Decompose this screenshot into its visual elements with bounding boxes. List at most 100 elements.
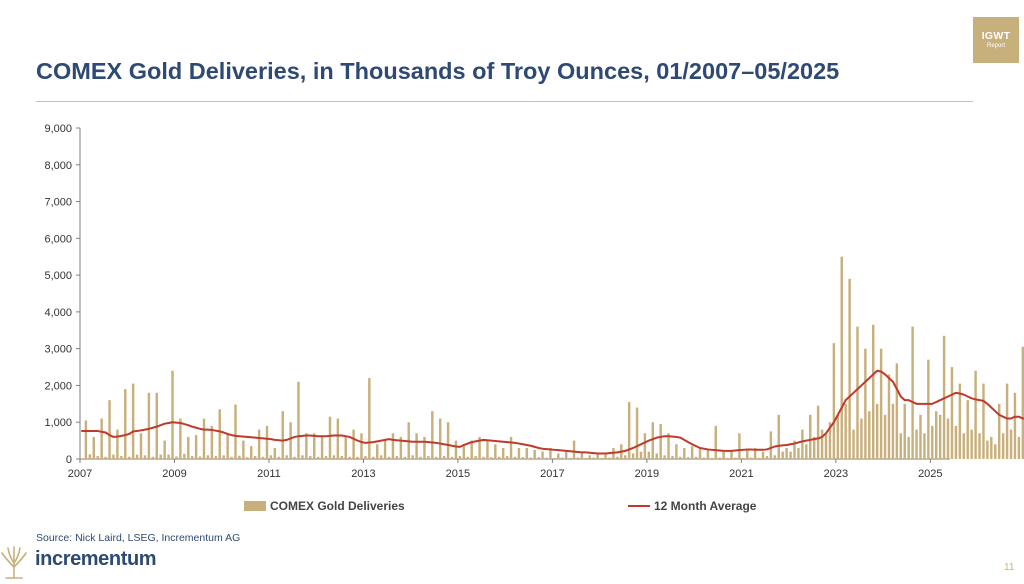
- tree-logo-icon: [1, 546, 27, 579]
- delivery-bar: [190, 456, 194, 459]
- delivery-bar: [253, 456, 257, 459]
- delivery-bar: [438, 418, 442, 459]
- delivery-bar: [435, 456, 438, 459]
- delivery-bar: [486, 440, 489, 459]
- delivery-bar: [324, 456, 328, 459]
- delivery-bar: [206, 455, 210, 459]
- delivery-bar: [159, 454, 162, 459]
- incrementum-logo: incrementum: [0, 545, 160, 579]
- delivery-bar: [694, 456, 698, 459]
- delivery-bar: [230, 456, 233, 459]
- delivery-bar: [541, 451, 544, 459]
- delivery-bar: [458, 456, 462, 459]
- delivery-bar: [730, 451, 733, 459]
- delivery-bar: [887, 374, 891, 459]
- delivery-bar: [387, 456, 391, 459]
- delivery-bar: [356, 456, 359, 459]
- delivery-bar: [246, 457, 249, 459]
- delivery-bar: [643, 433, 647, 459]
- delivery-bar: [938, 414, 942, 459]
- delivery-bar: [250, 446, 253, 459]
- delivery-bar: [399, 436, 403, 459]
- delivery-bar: [812, 436, 816, 459]
- x-axis: 2007 2009 2011 2013 2015 2017 2019 2021 2023 2025: [68, 458, 950, 480]
- x-tick-label: 2015: [446, 468, 470, 480]
- delivery-bar: [328, 416, 332, 459]
- delivery-bar: [183, 453, 186, 459]
- delivery-bar: [84, 420, 88, 459]
- badge-sub-text: Report: [986, 43, 1005, 49]
- delivery-bar: [683, 447, 686, 459]
- average-line: [80, 369, 1024, 455]
- delivery-bar: [757, 457, 761, 459]
- delivery-bar: [100, 418, 103, 459]
- x-tick-label: 2007: [68, 468, 92, 480]
- delivery-bar: [474, 456, 477, 459]
- delivery-bar: [895, 363, 899, 459]
- delivery-bar: [175, 456, 178, 459]
- delivery-bar: [596, 454, 599, 459]
- delivery-bar: [427, 456, 430, 459]
- delivery-bar: [198, 456, 202, 459]
- y-tick-label: 2,000: [44, 380, 72, 392]
- delivery-bar: [954, 425, 958, 459]
- delivery-bar: [112, 454, 115, 459]
- delivery-bar: [679, 456, 682, 459]
- delivery-bar: [549, 447, 552, 459]
- x-tick-label: 2021: [729, 468, 753, 480]
- legend-bar-label: COMEX Gold Deliveries: [270, 499, 405, 513]
- delivery-bar: [994, 444, 997, 459]
- delivery-bar: [592, 457, 595, 459]
- delivery-bar: [210, 425, 214, 459]
- x-tick-label: 2023: [824, 468, 848, 480]
- delivery-bar: [226, 433, 229, 459]
- delivery-bar: [923, 433, 926, 459]
- delivery-bar: [509, 436, 513, 459]
- delivery-bar: [997, 403, 1001, 459]
- delivery-bar: [1009, 429, 1013, 459]
- y-tick-label: 0: [66, 454, 72, 466]
- delivery-bar: [376, 444, 379, 459]
- delivery-bar: [883, 414, 887, 459]
- delivery-bar: [202, 418, 206, 459]
- y-tick-label: 5,000: [44, 270, 72, 282]
- y-tick-label: 3,000: [44, 344, 72, 356]
- delivery-bar: [773, 455, 777, 459]
- delivery-bar: [1013, 392, 1017, 459]
- delivery-bar: [222, 455, 225, 459]
- delivery-bar: [915, 429, 918, 459]
- y-tick-label: 9,000: [44, 123, 72, 135]
- delivery-bar: [92, 436, 95, 459]
- delivery-bar: [273, 447, 277, 459]
- delivery-bar: [525, 447, 529, 459]
- delivery-bar: [990, 436, 993, 459]
- legend-bar-swatch: [244, 501, 266, 511]
- legend-line-label: 12 Month Average: [654, 499, 757, 513]
- delivery-bar: [242, 440, 245, 459]
- delivery-bar: [726, 457, 729, 459]
- delivery-bar: [655, 453, 658, 459]
- delivery-bar: [667, 433, 670, 459]
- delivery-bar: [127, 456, 131, 459]
- delivery-bar: [588, 455, 592, 459]
- delivery-bar: [470, 440, 473, 459]
- delivery-bar: [635, 407, 639, 459]
- delivery-bar: [671, 456, 674, 459]
- delivery-bar: [686, 457, 690, 459]
- delivery-bar: [777, 414, 780, 459]
- delivery-bar: [675, 444, 678, 459]
- delivery-bar: [891, 403, 895, 459]
- delivery-bar: [80, 458, 84, 459]
- delivery-bar: [584, 457, 588, 459]
- delivery-bar: [305, 433, 308, 459]
- delivery-bar: [143, 455, 147, 459]
- delivery-bar: [1001, 433, 1005, 459]
- delivery-bar: [564, 451, 568, 459]
- delivery-bar: [431, 411, 434, 459]
- delivery-bar: [785, 447, 788, 459]
- delivery-bar: [1017, 436, 1021, 459]
- delivery-bar: [336, 418, 340, 459]
- delivery-bar: [147, 392, 151, 459]
- delivery-bar: [120, 456, 123, 459]
- delivery-bar: [218, 409, 221, 459]
